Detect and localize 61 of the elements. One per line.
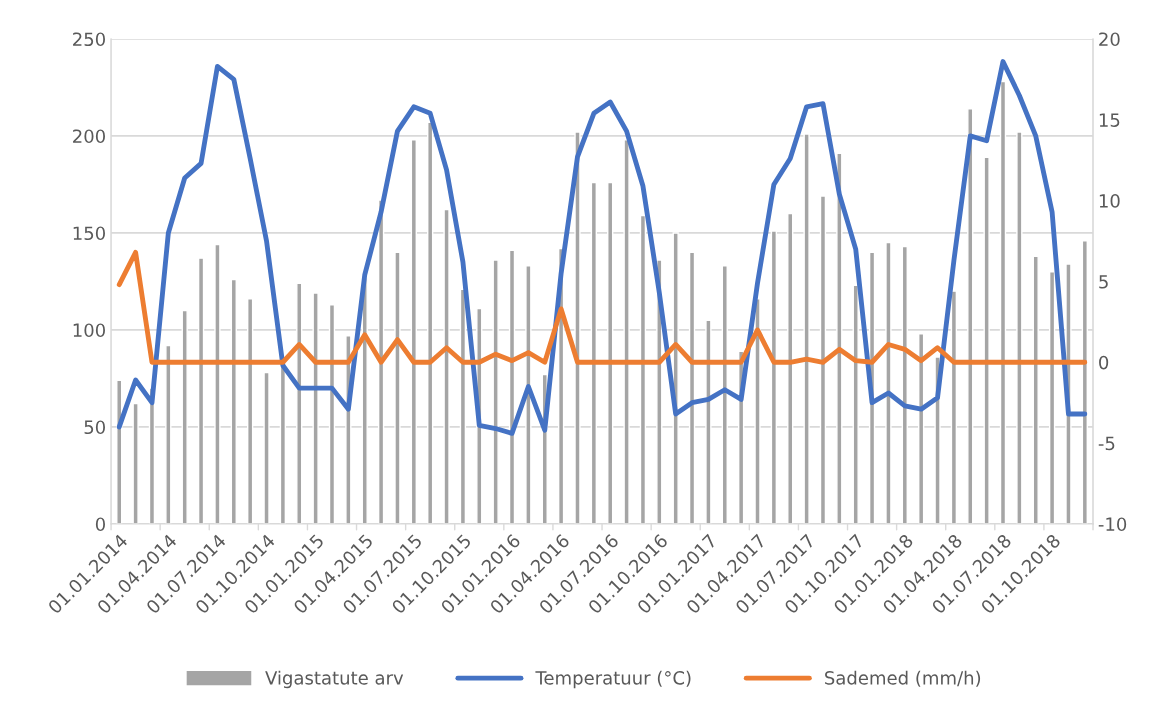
legend-label: Temperatuur (°C)	[535, 670, 691, 689]
bar	[852, 284, 859, 524]
bar	[197, 257, 205, 524]
bar	[247, 298, 254, 524]
bar	[803, 133, 810, 524]
bar	[950, 290, 958, 524]
bar	[459, 288, 467, 524]
y2-tick-label: 0	[1099, 355, 1109, 370]
bar	[1048, 271, 1056, 524]
bar	[525, 265, 532, 524]
y-tick-label: 250	[73, 32, 105, 47]
y-tick-label: 100	[73, 323, 105, 338]
legend-label: Vigastatute arv	[265, 670, 404, 689]
bar	[427, 121, 434, 524]
bar	[1032, 255, 1039, 524]
bar	[623, 139, 630, 524]
bar	[999, 80, 1007, 524]
bar	[787, 212, 794, 524]
bar	[705, 319, 712, 524]
line-series	[116, 59, 1088, 436]
y2-tick-label: 15	[1099, 113, 1120, 127]
y2-tick-label: 20	[1099, 32, 1120, 47]
bar	[312, 292, 319, 524]
bar	[721, 265, 728, 524]
bar	[443, 208, 450, 524]
bar	[1081, 239, 1088, 524]
bar	[607, 181, 614, 524]
bar	[394, 251, 401, 524]
bar	[688, 251, 696, 524]
y-tick-label: 200	[73, 129, 105, 144]
bar	[590, 181, 598, 524]
bar	[770, 230, 778, 524]
y-tick-label: 150	[73, 226, 105, 241]
bar	[410, 139, 417, 524]
bar	[885, 241, 892, 524]
y2-tick-label: -5	[1098, 436, 1115, 451]
bar	[574, 131, 581, 524]
bar	[165, 344, 172, 524]
bar	[901, 245, 908, 524]
bar	[819, 195, 827, 524]
bar	[492, 259, 499, 524]
bar	[181, 309, 188, 524]
bar	[296, 282, 303, 524]
bar	[508, 249, 516, 524]
line-series	[116, 249, 1088, 365]
y-tick-label: 50	[84, 420, 105, 435]
bar	[639, 214, 647, 524]
bar	[230, 278, 237, 524]
bar	[263, 371, 270, 524]
y-tick-label: 0	[95, 517, 105, 532]
bar	[328, 304, 336, 524]
y2-tick-label: 5	[1099, 275, 1108, 289]
y2-tick-label: 10	[1099, 194, 1120, 208]
bar	[132, 402, 139, 524]
bar	[279, 364, 287, 524]
bar	[754, 298, 761, 524]
bar	[1016, 131, 1023, 524]
legend-label: Sademed (mm/h)	[825, 670, 981, 687]
y2-tick-label: -10	[1098, 517, 1127, 532]
bar	[214, 243, 221, 524]
bar	[983, 156, 990, 524]
